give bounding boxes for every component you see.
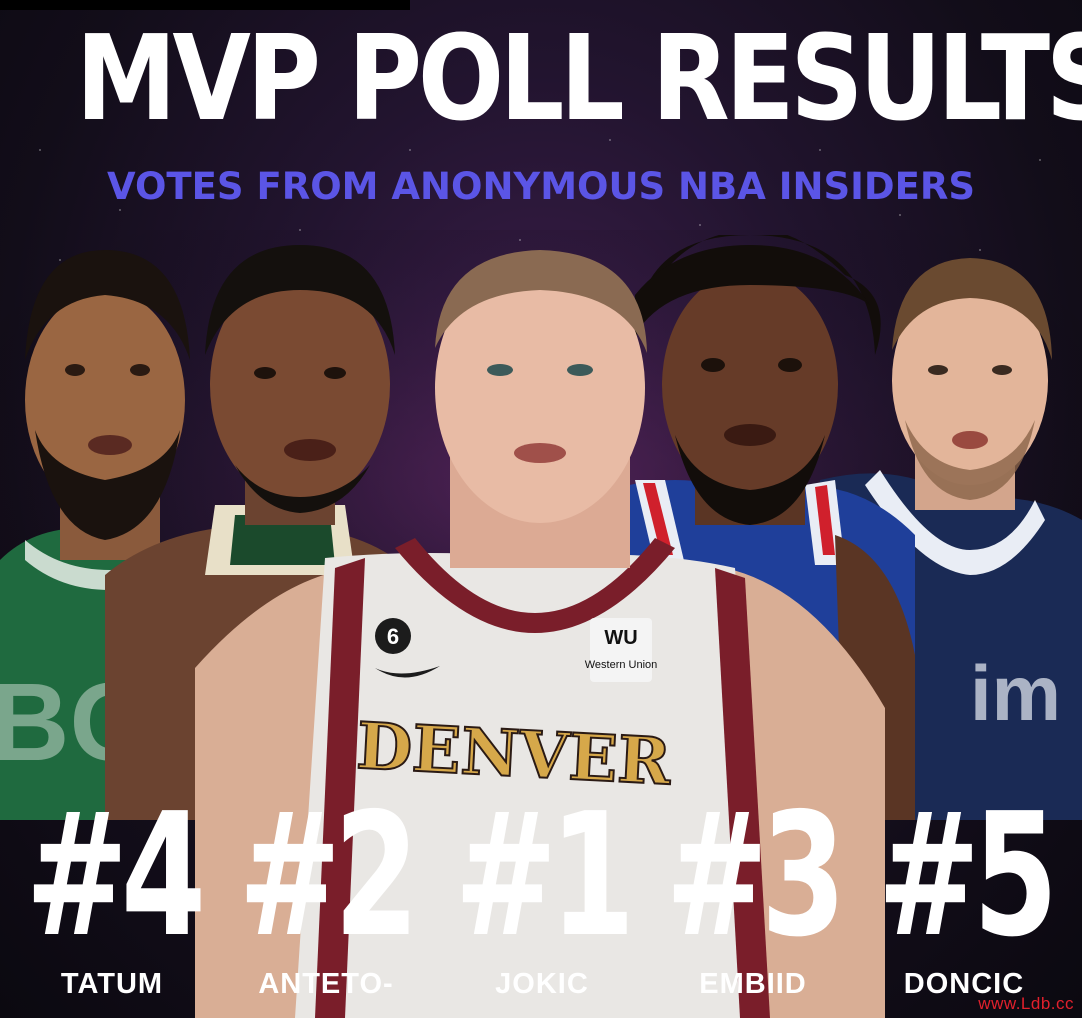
rank-embiid: #3 [665, 777, 847, 975]
jersey-team-text: DENVER [355, 709, 674, 800]
nike-swoosh-icon [375, 666, 440, 678]
name-jokic: JOKIC [495, 968, 589, 1000]
watermark: www.Ldb.cc [978, 994, 1074, 1013]
jersey-number-badge: 6 [387, 624, 399, 649]
rank-doncic: #5 [877, 777, 1059, 975]
rank-antetokounmpo: #2 [238, 777, 420, 975]
poster-subtitle: VOTES FROM ANONYMOUS NBA INSIDERS [106, 165, 976, 208]
top-black-bar [0, 0, 410, 10]
svg-text:im: im [970, 649, 1061, 737]
name-embiid: EMBIID [699, 968, 807, 1000]
rank-jokic: #1 [454, 777, 636, 975]
sponsor-logo: WU [604, 627, 637, 649]
player-jokic-photo: 6 WU Western Union DENVER [195, 250, 885, 1018]
name-doncic: DONCIC [903, 968, 1025, 1000]
sponsor-patch [590, 618, 652, 682]
rank-tatum: #4 [25, 777, 207, 975]
sponsor-name: Western Union [585, 659, 658, 671]
name-tatum: TATUM [60, 968, 164, 1000]
name-antetokounmpo: ANTETO- [258, 968, 394, 1000]
poster-title: MVP POLL RESULTS [75, 9, 1082, 147]
